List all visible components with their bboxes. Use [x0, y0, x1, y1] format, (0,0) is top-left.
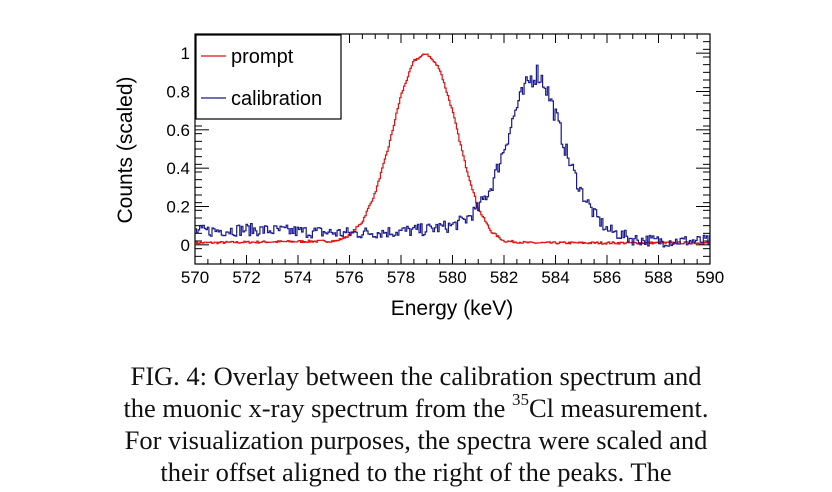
x-tick-label: 578 — [387, 268, 415, 287]
x-tick-label: 576 — [335, 268, 363, 287]
x-tick-label: 582 — [490, 268, 518, 287]
caption-line-3: For visualization purposes, the spectra … — [124, 425, 708, 455]
series-layer — [195, 53, 711, 248]
x-tick-label: 570 — [181, 268, 209, 287]
series-prompt — [195, 53, 710, 245]
x-tick-label: 590 — [696, 268, 724, 287]
x-tick-label: 574 — [284, 268, 312, 287]
legend: prompt calibration — [195, 34, 342, 120]
legend-label-calibration: calibration — [231, 88, 322, 110]
legend-box — [195, 34, 342, 120]
caption-line-1: FIG. 4: Overlay between the calibration … — [130, 361, 702, 391]
caption-line-2-end: Cl measurement. — [528, 393, 709, 423]
figure-caption: FIG. 4: Overlay between the calibration … — [20, 360, 812, 488]
isotope-mass-number: 35 — [511, 390, 529, 410]
caption-line-2-start: the muonic x-ray spectrum from the — [123, 393, 512, 423]
y-tick-label: 1 — [181, 44, 190, 63]
y-tick-label: 0.2 — [166, 198, 190, 217]
x-tick-label: 588 — [644, 268, 672, 287]
legend-label-prompt: prompt — [231, 46, 294, 68]
y-tick-label: 0 — [181, 236, 190, 255]
x-tick-label: 580 — [438, 268, 466, 287]
caption-line-2: the muonic x-ray spectrum from the 35Cl … — [20, 390, 812, 424]
y-tick-label: 0.4 — [166, 159, 190, 178]
x-tick-label: 572 — [232, 268, 260, 287]
x-tick-label: 584 — [541, 268, 569, 287]
y-tick-label: 0.8 — [166, 83, 190, 102]
caption-line-4: their offset aligned to the right of the… — [160, 457, 672, 487]
x-tick-label: 586 — [593, 268, 621, 287]
y-axis-label: Counts (scaled) — [114, 76, 137, 223]
x-axis-label: Energy (keV) — [391, 297, 514, 320]
labels: 570 572 574 576 578 580 582 584 586 588 590 0 0.2 0.4… — [114, 44, 724, 320]
series-calibration — [195, 64, 711, 248]
y-tick-label: 0.6 — [166, 121, 190, 140]
